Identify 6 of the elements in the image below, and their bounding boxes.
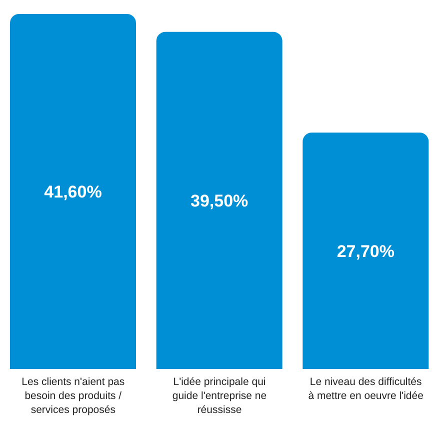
x-tick-label: Les clients n'aient pas besoin des produits / services proposés (22, 376, 125, 416)
data-label: 27,70% (336, 242, 395, 261)
data-label: 39,50% (190, 191, 248, 210)
x-tick-label: L'idée principale qui guide l'entreprise ne réussisse (172, 376, 267, 416)
x-tick-label: Le niveau des difficultés à mettre en oeuvre l'idée (308, 376, 424, 402)
data-label: 41,60% (44, 182, 102, 202)
